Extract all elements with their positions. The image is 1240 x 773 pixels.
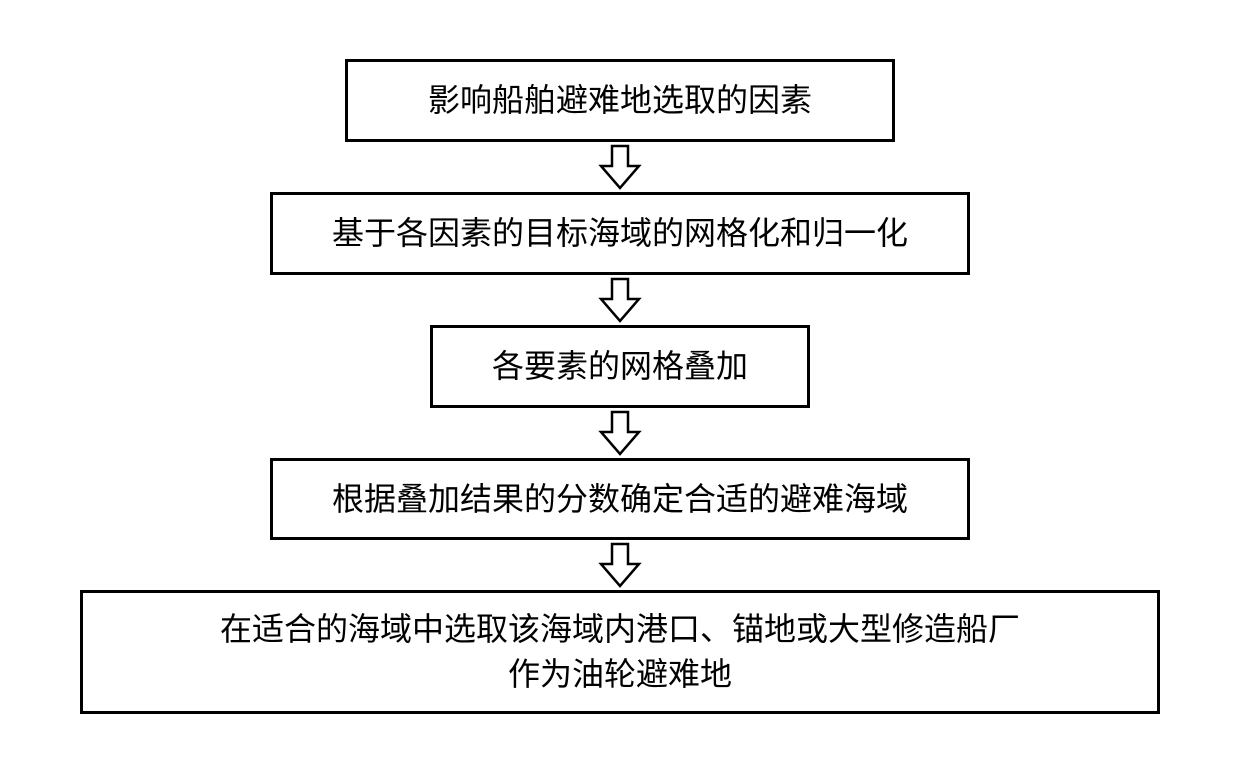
flow-step-1: 影响船舶避难地选取的因素 [345, 59, 895, 142]
flow-step-2: 基于各因素的目标海域的网格化和归一化 [270, 192, 970, 275]
flow-step-3: 各要素的网格叠加 [430, 325, 810, 408]
flow-step-5-label: 在适合的海域中选取该海域内港口、锚地或大型修造船厂 作为油轮避难地 [220, 607, 1020, 697]
arrow-3 [595, 408, 645, 458]
arrow-4 [595, 540, 645, 590]
down-arrow-icon [595, 540, 645, 590]
flow-step-4: 根据叠加结果的分数确定合适的避难海域 [270, 458, 970, 541]
arrow-2 [595, 275, 645, 325]
down-arrow-icon [595, 142, 645, 192]
flow-step-1-label: 影响船舶避难地选取的因素 [428, 78, 812, 123]
down-arrow-icon [595, 275, 645, 325]
flowchart-container: 影响船舶避难地选取的因素 基于各因素的目标海域的网格化和归一化 各要素的网格叠加… [60, 39, 1180, 734]
flow-step-3-label: 各要素的网格叠加 [492, 344, 748, 389]
flow-step-5: 在适合的海域中选取该海域内港口、锚地或大型修造船厂 作为油轮避难地 [80, 590, 1160, 714]
down-arrow-icon [595, 408, 645, 458]
flow-step-2-label: 基于各因素的目标海域的网格化和归一化 [332, 211, 908, 256]
arrow-1 [595, 142, 645, 192]
flow-step-4-label: 根据叠加结果的分数确定合适的避难海域 [332, 477, 908, 522]
